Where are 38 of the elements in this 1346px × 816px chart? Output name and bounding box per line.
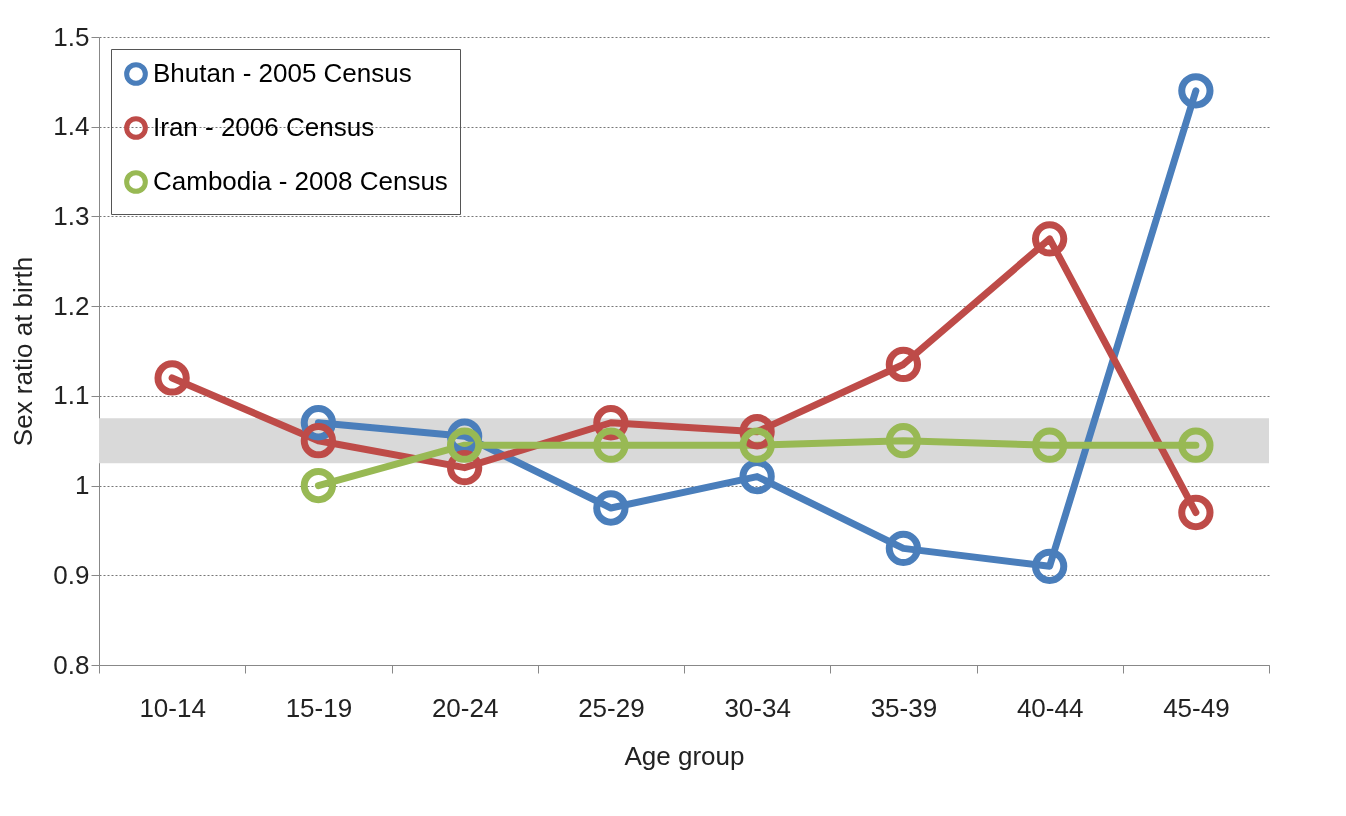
point [1031, 221, 1068, 257]
x-tick-label: 45-49 [1163, 692, 1230, 723]
y-tick-label: 1 [75, 470, 90, 501]
legend-label: Iran - 2006 Census [153, 112, 375, 142]
point [739, 458, 775, 495]
point [1031, 548, 1068, 584]
legend-label: Bhutan - 2005 Census [153, 58, 412, 88]
point [885, 530, 922, 566]
point [1178, 494, 1214, 531]
legend-label: Cambodia - 2008 Census [153, 166, 448, 196]
x-tick-label: 30-34 [724, 692, 791, 723]
y-tick-label: 1.3 [53, 200, 90, 231]
y-tick-label: 1.2 [53, 290, 90, 321]
point [885, 423, 922, 459]
point [593, 490, 629, 526]
point [1178, 427, 1214, 463]
y-tick-label: 0.8 [53, 649, 90, 680]
point [1031, 427, 1068, 463]
y-tick-label: 0.9 [53, 559, 90, 590]
x-tick-label: 35-39 [870, 692, 938, 723]
y-tick-label: 1.5 [53, 21, 90, 52]
x-tick-label: 10-14 [139, 692, 206, 723]
x-axis-title: Age group [624, 740, 745, 771]
x-tick-label: 25-29 [578, 692, 645, 723]
point [593, 427, 629, 463]
point [1178, 73, 1214, 109]
point [154, 360, 190, 396]
x-tick-label: 15-19 [285, 692, 353, 723]
x-tick-label: 40-44 [1016, 692, 1084, 723]
point [300, 423, 337, 459]
y-tick-label: 1.1 [53, 380, 90, 411]
y-tick-label: 1.4 [53, 111, 90, 142]
y-axis-title: Sex ratio at birth [8, 256, 39, 447]
point [300, 467, 337, 504]
point [446, 427, 483, 463]
point [739, 427, 775, 463]
point [885, 346, 922, 383]
x-tick-label: 20-24 [431, 692, 499, 723]
